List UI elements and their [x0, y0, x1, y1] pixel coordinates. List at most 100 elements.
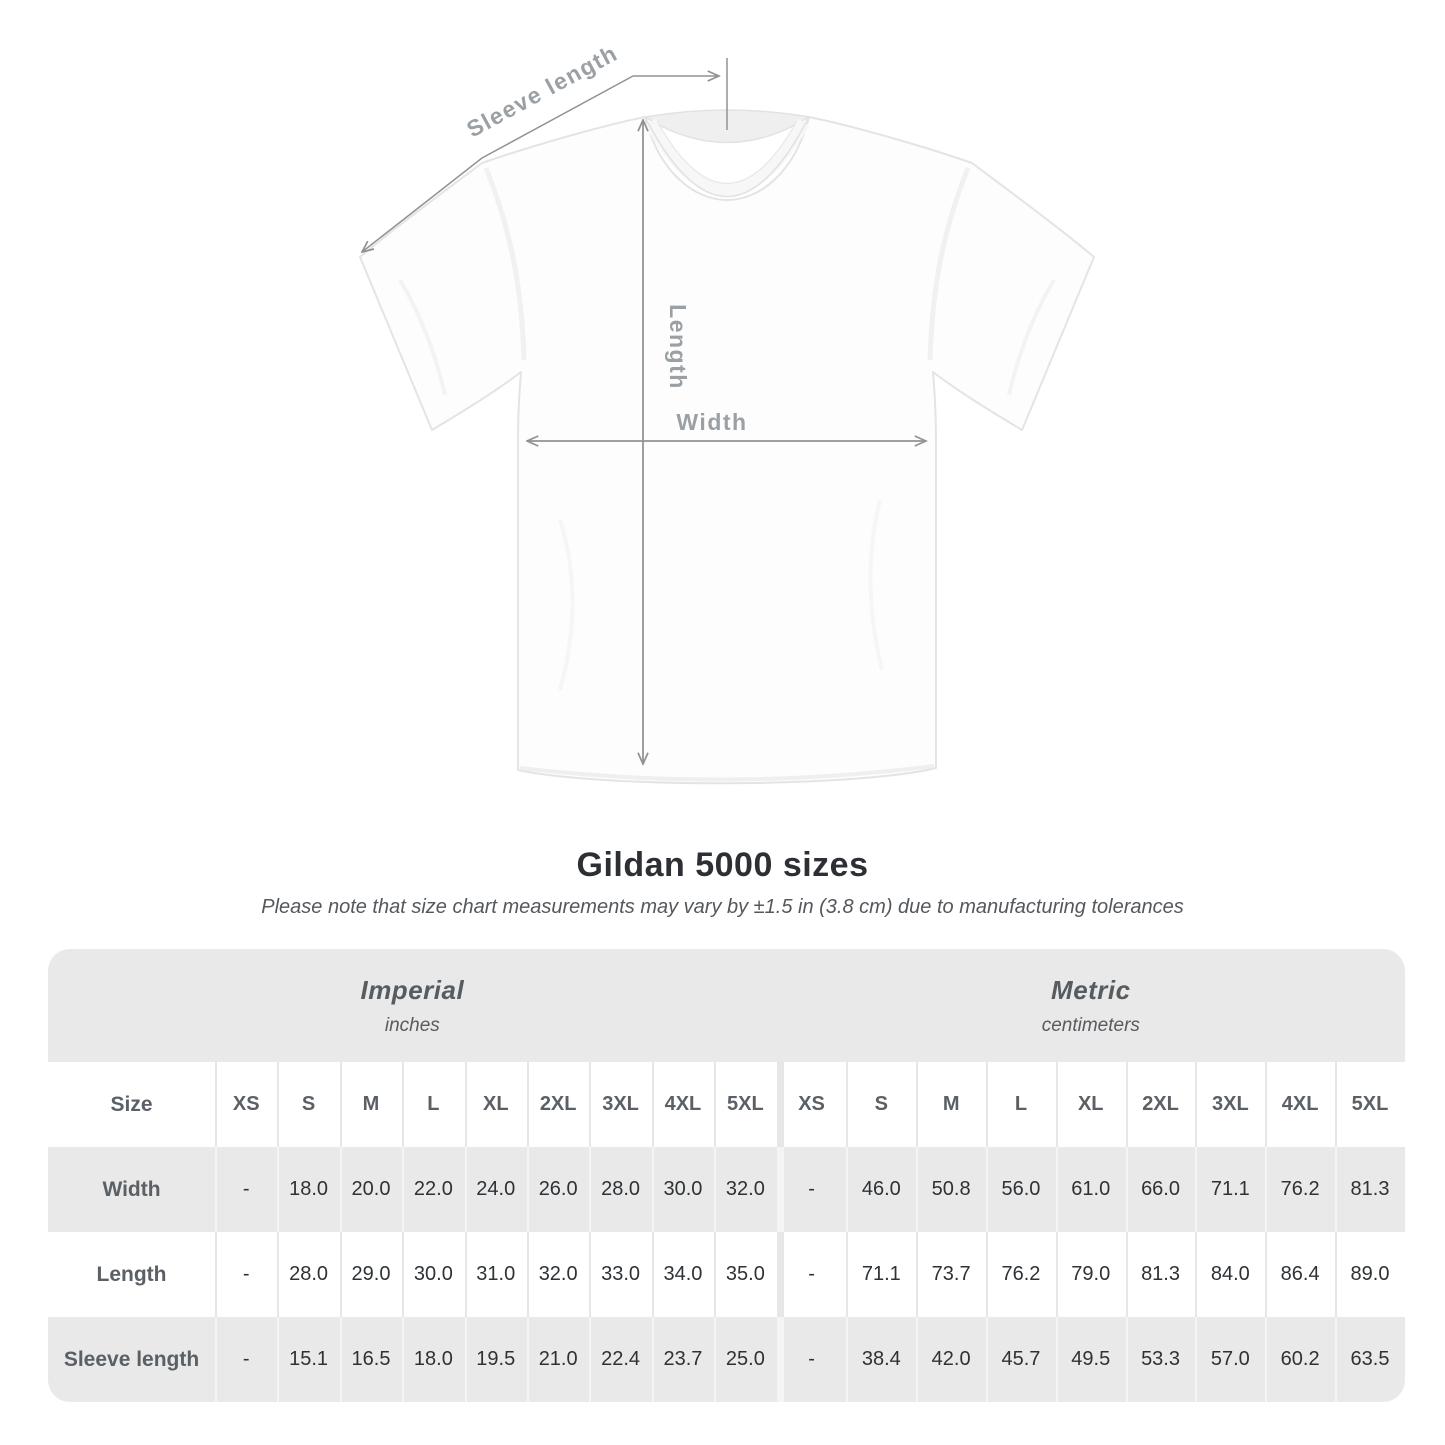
value-cell: 16.5 — [339, 1317, 403, 1402]
size-header-imperial-5xl: 5XL — [714, 1062, 777, 1147]
value-cell: 18.0 — [402, 1317, 465, 1402]
value-cell: 30.0 — [651, 1147, 715, 1232]
size-header-imperial-xl: XL — [464, 1062, 527, 1147]
size-header-row: Size XS S M L XL 2XL 3XL 4XL 5XL XS S M … — [48, 1062, 1405, 1147]
unit-group-imperial-unit: inches — [384, 1014, 440, 1036]
unit-group-metric-unit: centimeters — [1041, 1014, 1140, 1036]
value-cell: 25.0 — [714, 1317, 777, 1402]
size-table: Imperial inches Metric centimeters Size … — [48, 949, 1405, 1402]
value-cell: 30.0 — [402, 1232, 465, 1317]
tshirt-body — [359, 116, 1095, 785]
page-title: Gildan 5000 sizes — [576, 846, 869, 884]
value-cell: 89.0 — [1335, 1232, 1405, 1317]
sleeve-length-label: Sleeve length — [462, 40, 622, 143]
size-header-metric-2xl: 2XL — [1125, 1062, 1196, 1147]
value-cell: 15.1 — [277, 1317, 340, 1402]
value-cell: - — [776, 1232, 847, 1317]
value-cell: 45.7 — [986, 1317, 1056, 1402]
unit-header-row: Imperial inches Metric centimeters — [48, 949, 1405, 1062]
value-cell: 84.0 — [1195, 1232, 1266, 1317]
sleeve-length-arrow-diagonal — [362, 75, 634, 252]
value-cell: 46.0 — [846, 1147, 917, 1232]
table-row-width: Width - 18.0 20.0 22.0 24.0 26.0 28.0 30… — [48, 1147, 1405, 1232]
value-cell: 32.0 — [526, 1232, 590, 1317]
size-header-metric-3xl: 3XL — [1195, 1062, 1266, 1147]
value-cell: 60.2 — [1265, 1317, 1336, 1402]
value-cell: 20.0 — [339, 1147, 403, 1232]
dimension-lines — [362, 58, 926, 764]
tolerance-note: Please note that size chart measurements… — [261, 896, 1184, 918]
value-cell: - — [215, 1232, 278, 1317]
value-cell: 26.0 — [526, 1147, 590, 1232]
value-cell: 79.0 — [1055, 1232, 1126, 1317]
length-label: Length — [665, 304, 691, 390]
size-header-imperial-l: L — [402, 1062, 465, 1147]
table-row-sleeve-length: Sleeve length - 15.1 16.5 18.0 19.5 21.0… — [48, 1317, 1405, 1402]
size-header-imperial-m: M — [339, 1062, 403, 1147]
size-header-metric-xs: XS — [776, 1062, 847, 1147]
value-cell: 81.3 — [1125, 1232, 1196, 1317]
value-cell: 49.5 — [1055, 1317, 1126, 1402]
value-cell: 57.0 — [1195, 1317, 1266, 1402]
table-row-length: Length - 28.0 29.0 30.0 31.0 32.0 33.0 3… — [48, 1232, 1405, 1317]
tshirt-collar-outer-edge — [644, 116, 810, 198]
value-cell: 18.0 — [277, 1147, 340, 1232]
tshirt-graphic — [359, 109, 1095, 785]
value-cell: 56.0 — [986, 1147, 1056, 1232]
size-header-metric-l: L — [986, 1062, 1056, 1147]
value-cell: 81.3 — [1335, 1147, 1405, 1232]
value-cell: 50.8 — [916, 1147, 987, 1232]
size-header-metric-s: S — [846, 1062, 917, 1147]
value-cell: 71.1 — [846, 1232, 917, 1317]
size-header-imperial-s: S — [277, 1062, 340, 1147]
value-cell: 38.4 — [846, 1317, 917, 1402]
value-cell: 33.0 — [589, 1232, 652, 1317]
value-cell: 22.0 — [402, 1147, 465, 1232]
size-header-metric-xl: XL — [1055, 1062, 1126, 1147]
size-header-metric-m: M — [916, 1062, 987, 1147]
row-label: Length — [48, 1232, 216, 1317]
size-header-imperial-3xl: 3XL — [589, 1062, 652, 1147]
row-label: Sleeve length — [48, 1317, 216, 1402]
tshirt-diagram: Sleeve length Length Width — [359, 40, 1095, 785]
value-cell: 71.1 — [1195, 1147, 1266, 1232]
value-cell: 63.5 — [1335, 1317, 1405, 1402]
value-cell: 21.0 — [526, 1317, 590, 1402]
width-label: Width — [676, 409, 747, 435]
value-cell: 86.4 — [1265, 1232, 1336, 1317]
row-label: Width — [48, 1147, 216, 1232]
size-column-header: Size — [48, 1062, 216, 1147]
value-cell: 35.0 — [714, 1232, 777, 1317]
value-cell: 61.0 — [1055, 1147, 1126, 1232]
value-cell: 31.0 — [464, 1232, 527, 1317]
size-table-container: Imperial inches Metric centimeters Size … — [48, 949, 1405, 1402]
value-cell: 24.0 — [464, 1147, 527, 1232]
size-header-imperial-2xl: 2XL — [526, 1062, 590, 1147]
value-cell: 29.0 — [339, 1232, 403, 1317]
tshirt-collar-band — [644, 118, 810, 196]
value-cell: 76.2 — [1265, 1147, 1336, 1232]
unit-group-imperial-name: Imperial — [360, 974, 465, 1005]
value-cell: 23.7 — [651, 1317, 715, 1402]
value-cell: 34.0 — [651, 1232, 715, 1317]
value-cell: 76.2 — [986, 1232, 1056, 1317]
value-cell: 66.0 — [1125, 1147, 1196, 1232]
value-cell: 53.3 — [1125, 1317, 1196, 1402]
tshirt-shading — [398, 167, 1056, 782]
tshirt-collar-inner-edge — [656, 120, 798, 185]
value-cell: - — [776, 1317, 847, 1402]
value-cell: 22.4 — [589, 1317, 652, 1402]
unit-group-imperial: Imperial inches — [48, 949, 777, 1062]
size-header-metric-4xl: 4XL — [1265, 1062, 1336, 1147]
value-cell: - — [215, 1147, 278, 1232]
value-cell: - — [215, 1317, 278, 1402]
value-cell: 19.5 — [464, 1317, 527, 1402]
size-header-imperial-4xl: 4XL — [651, 1062, 715, 1147]
unit-group-metric: Metric centimeters — [776, 949, 1405, 1062]
value-cell: 32.0 — [714, 1147, 777, 1232]
value-cell: 73.7 — [916, 1232, 987, 1317]
unit-group-metric-name: Metric — [1051, 974, 1131, 1005]
value-cell: - — [776, 1147, 847, 1232]
size-header-metric-5xl: 5XL — [1335, 1062, 1405, 1147]
